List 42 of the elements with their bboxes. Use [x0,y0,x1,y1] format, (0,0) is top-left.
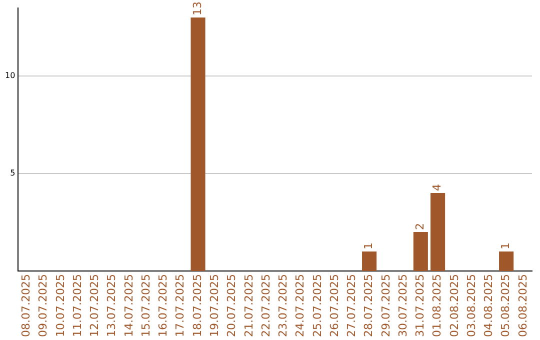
x-tick-label: 09.07.2025 [36,274,50,338]
x-tick-label: 24.07.2025 [294,274,307,338]
data-label: 1 [499,242,512,250]
x-tick-label: 29.07.2025 [379,274,392,338]
x-tick-label: 31.07.2025 [414,274,427,338]
x-tick-label: 12.07.2025 [88,274,102,338]
y-tick-label: 10 [4,71,16,80]
x-tick-label: 10.07.2025 [54,274,67,338]
x-tick-label: 01.08.2025 [430,274,444,338]
data-label: 1 [362,242,376,250]
x-tick-label: 20.07.2025 [225,274,238,338]
bar [362,252,377,272]
x-tick-label: 17.07.2025 [174,274,187,338]
bar [499,252,514,272]
x-tick-label: 03.08.2025 [464,274,478,338]
x-tick-label: 04.08.2025 [482,274,496,338]
x-tick-label: 02.08.2025 [448,274,461,338]
x-tick-label: 16.07.2025 [156,274,170,338]
x-tick-label: 15.07.2025 [139,274,152,338]
x-tick-label: 11.07.2025 [70,274,84,338]
bar [190,18,206,272]
x-tick-label: 08.07.2025 [20,274,33,338]
x-tick-label: 13.07.2025 [105,274,118,338]
x-tick-label: 05.08.2025 [499,274,512,338]
x-tick-label: 22.07.2025 [259,274,272,338]
data-label: 2 [414,223,427,230]
x-tick-label: 28.07.2025 [362,274,376,338]
bar [413,232,428,272]
x-tick-label: 26.07.2025 [328,274,341,338]
x-tick-label: 21.07.2025 [242,274,256,338]
x-tick-label: 27.07.2025 [345,274,358,338]
x-tick-label: 14.07.2025 [122,274,136,338]
x-tick-label: 25.07.2025 [310,274,324,338]
data-label: 13 [190,2,204,16]
x-tick-label: 30.07.2025 [396,274,410,338]
x-tick-label: 23.07.2025 [276,274,290,338]
bar [430,193,446,272]
x-tick-label: 19.07.2025 [208,274,222,338]
x-tick-label: 18.07.2025 [190,274,204,338]
data-label: 4 [430,184,444,192]
x-tick-label: 06.08.2025 [516,274,530,338]
y-tick-label: 5 [10,168,16,178]
